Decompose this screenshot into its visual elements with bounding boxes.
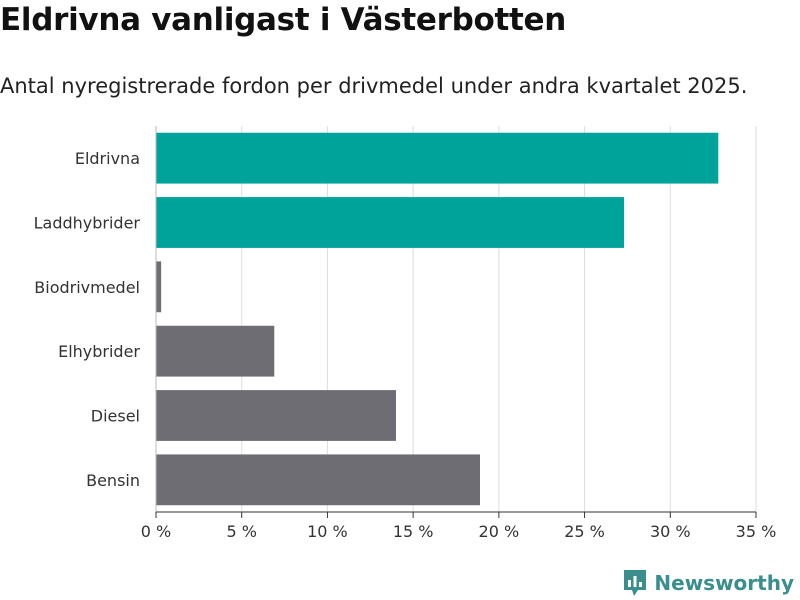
x-tick-label: 25 % <box>564 522 605 541</box>
bar-elhybrider <box>156 325 275 377</box>
category-labels: Eldrivna Laddhybrider Biodrivmedel Elhybrid… <box>34 149 141 490</box>
category-label: Laddhybrider <box>34 214 141 233</box>
x-tick-label: 10 % <box>307 522 348 541</box>
newsworthy-logo-icon <box>624 570 647 596</box>
x-tick-label: 0 % <box>141 522 171 541</box>
chart-subtitle: Antal nyregistrerade fordon per drivmede… <box>0 74 748 98</box>
bar-biodrivmedel <box>156 261 162 313</box>
category-label: Diesel <box>91 407 140 426</box>
gridlines <box>241 126 757 512</box>
x-tick-label: 30 % <box>650 522 691 541</box>
brand-name: Newsworthy <box>654 571 794 595</box>
bar-diesel <box>156 390 396 441</box>
bar-eldrivna <box>156 132 719 184</box>
brand-logo: Newsworthy <box>622 568 794 598</box>
category-label: Bensin <box>86 471 140 490</box>
category-label: Eldrivna <box>75 149 140 168</box>
x-tick-label: 15 % <box>393 522 434 541</box>
x-tick-label: 35 % <box>736 522 777 541</box>
x-tick-label: 5 % <box>226 522 256 541</box>
bar-laddhybrider <box>156 197 624 248</box>
bars <box>156 132 719 506</box>
chart-title: Eldrivna vanligast i Västerbotten <box>0 2 567 38</box>
bar-bensin <box>156 454 480 506</box>
x-tick-label: 20 % <box>479 522 520 541</box>
category-label: Biodrivmedel <box>34 278 140 297</box>
x-axis: 0 % 5 % 10 % 15 % 20 % 25 % 30 % 35 % <box>141 126 777 541</box>
category-label: Elhybrider <box>58 342 140 361</box>
